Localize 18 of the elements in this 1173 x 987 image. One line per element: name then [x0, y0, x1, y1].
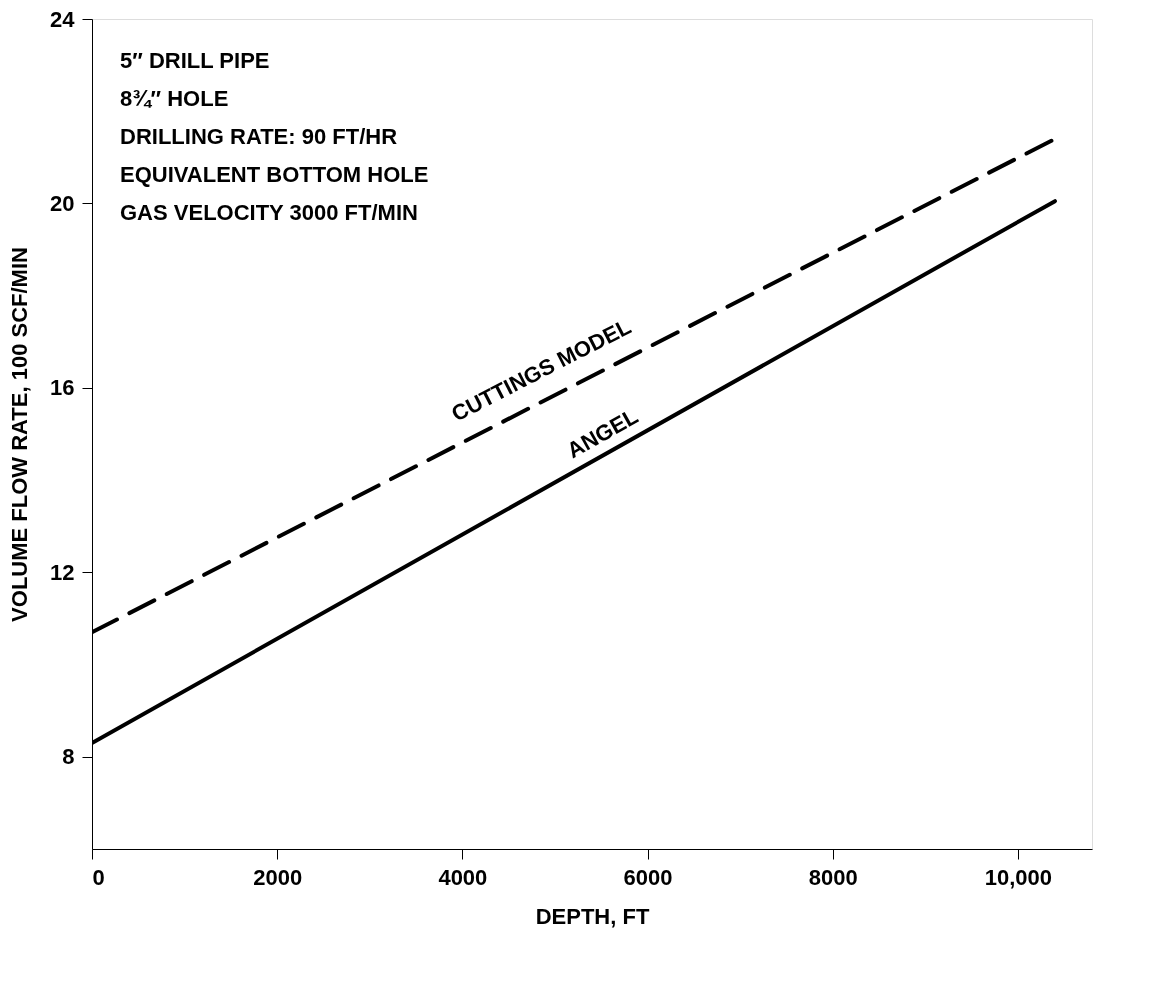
annotation: EQUIVALENT BOTTOM HOLE — [120, 162, 429, 187]
y-axis-title: VOLUME FLOW RATE, 100 SCF/MIN — [7, 247, 33, 622]
x-tick-label: 10,000 — [984, 864, 1053, 890]
annotation: 8¾″ HOLE — [120, 86, 229, 111]
x-tick-label: 0 — [92, 864, 105, 890]
annotation: 5″ DRILL PIPE — [120, 48, 270, 73]
x-tick-label: 4000 — [438, 864, 488, 890]
y-tick-label: 8 — [62, 744, 75, 770]
annotation: DRILLING RATE: 90 FT/HR — [120, 124, 398, 149]
x-axis-title: DEPTH, FT — [535, 903, 650, 929]
x-tick-label: 6000 — [623, 864, 673, 890]
x-tick-label: 2000 — [253, 864, 303, 890]
x-tick-label: 8000 — [808, 864, 858, 890]
y-tick-label: 24 — [50, 6, 76, 32]
annotation: GAS VELOCITY 3000 FT/MIN — [120, 200, 418, 225]
y-tick-label: 12 — [50, 559, 75, 585]
y-tick-label: 20 — [50, 190, 75, 216]
y-tick-label: 16 — [50, 375, 75, 401]
